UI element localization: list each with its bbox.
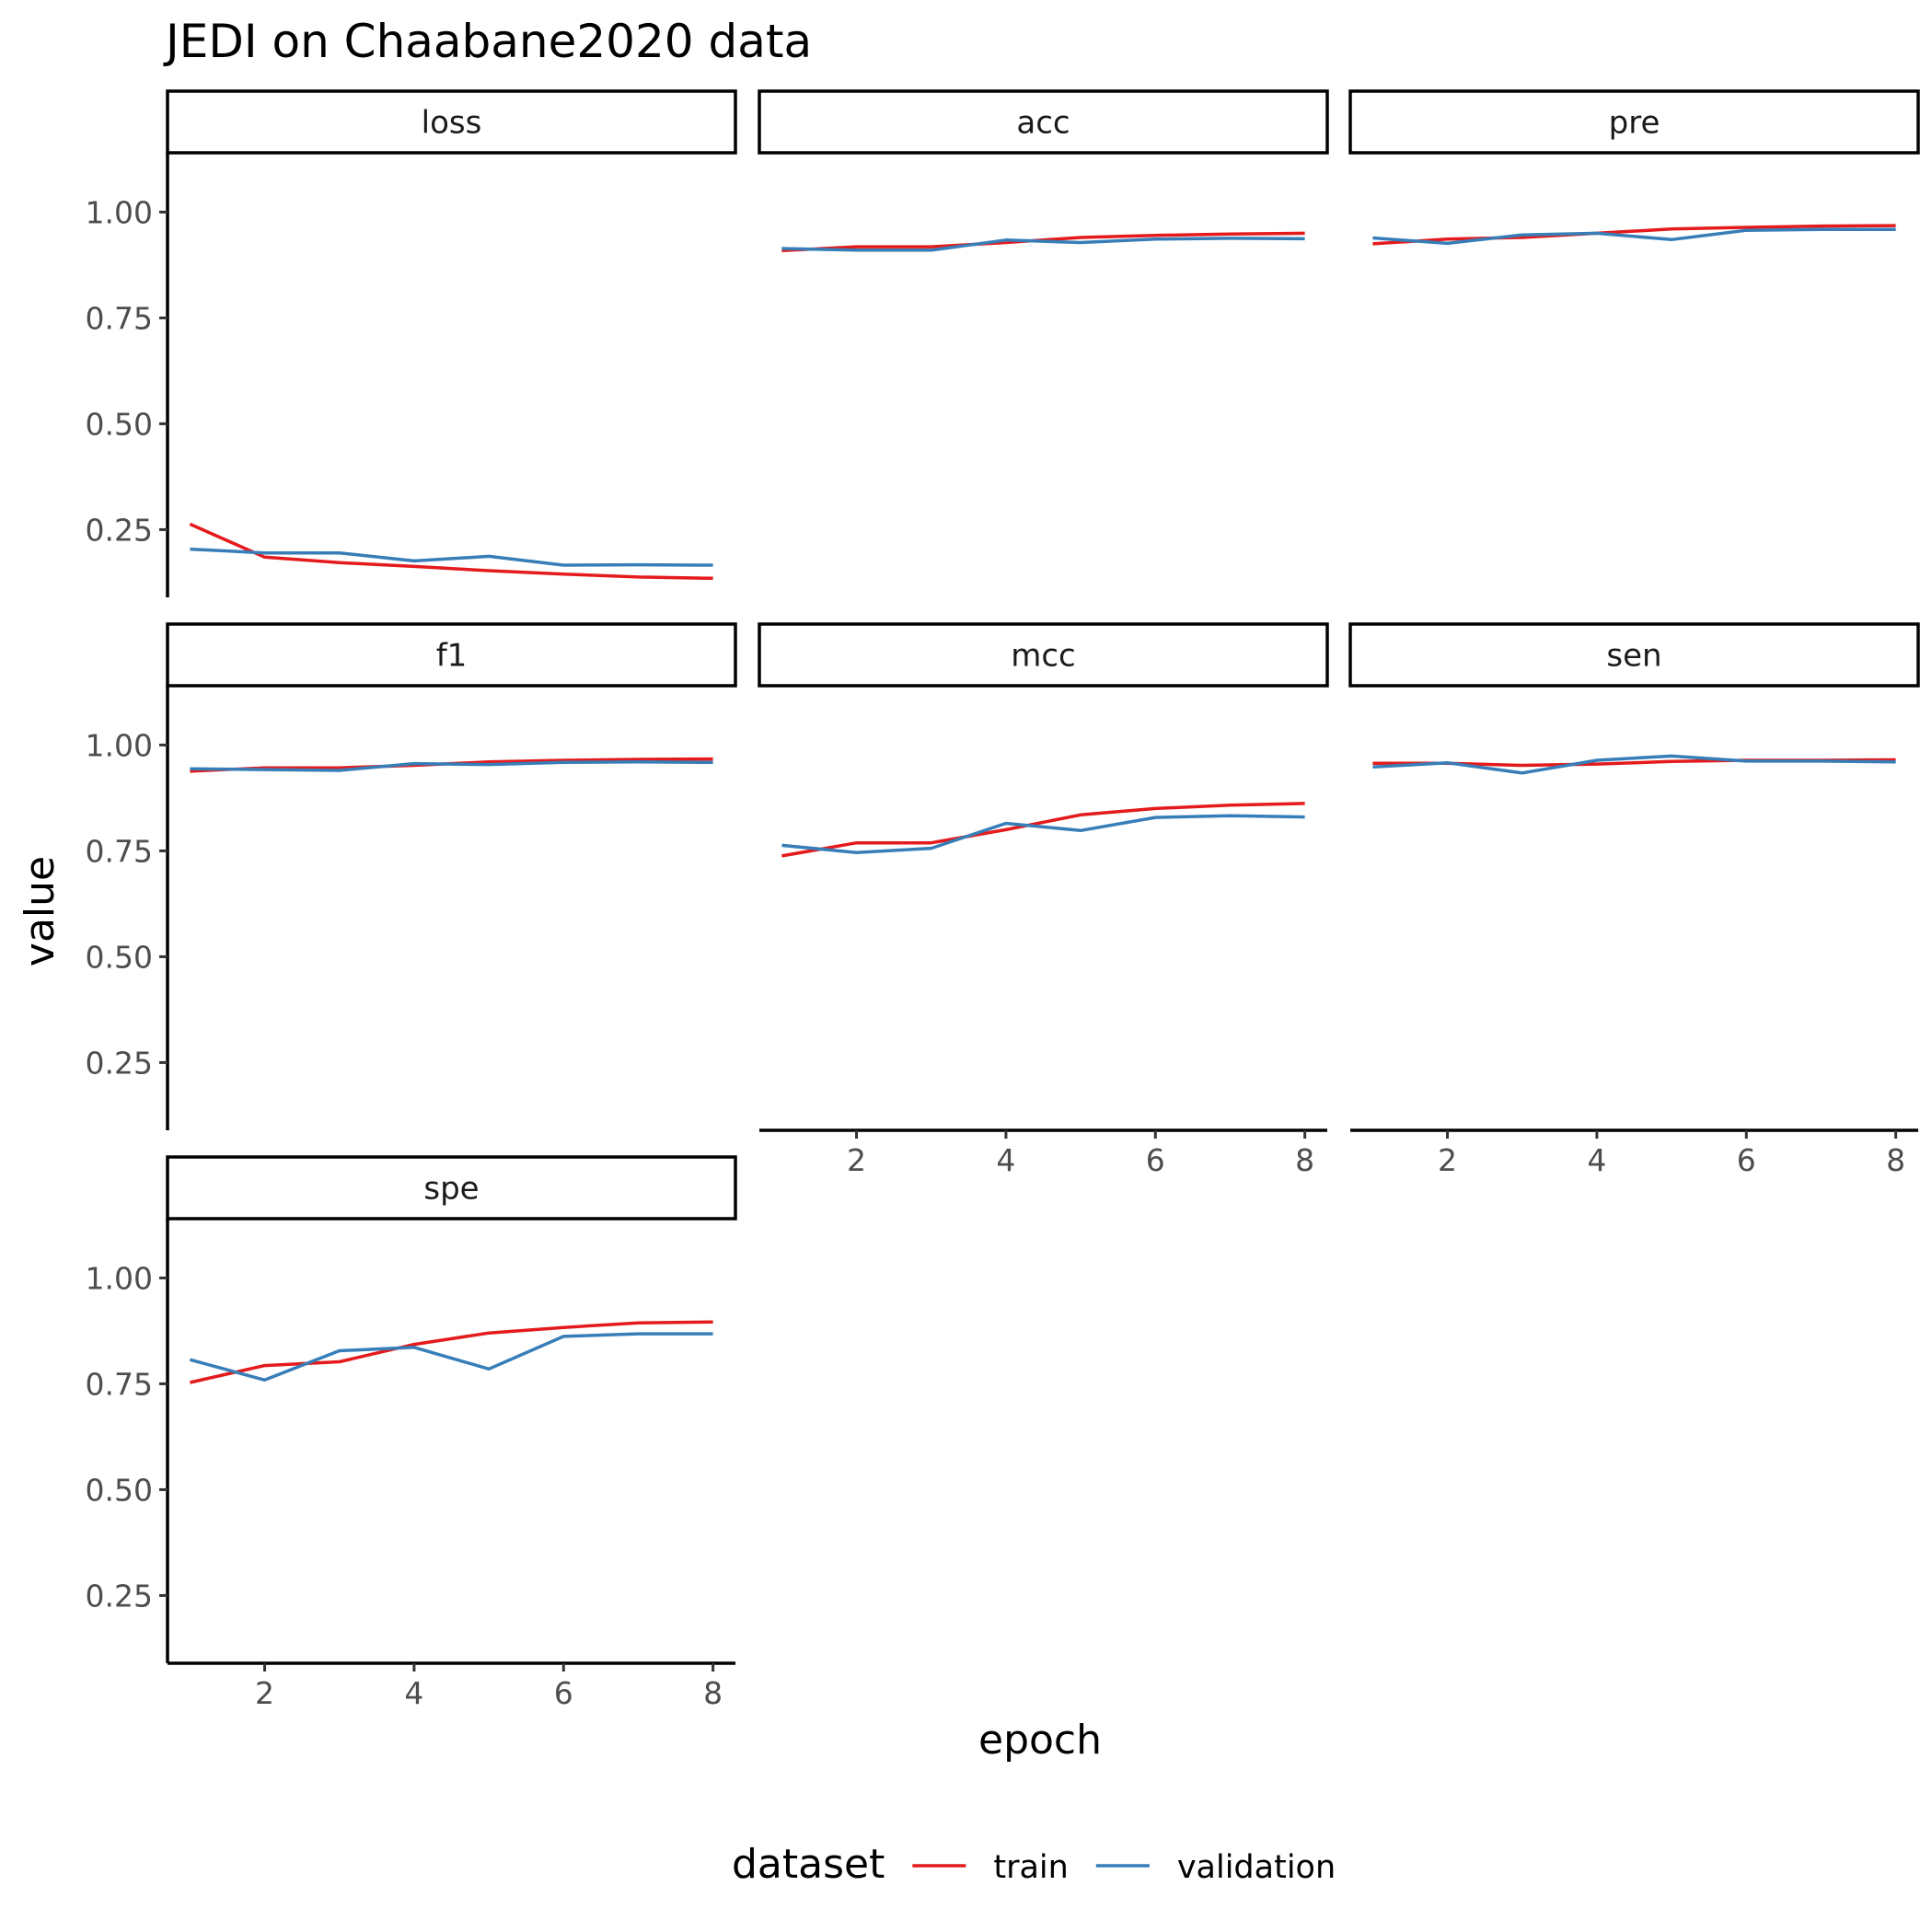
x-tick-label: 6: [554, 1675, 573, 1711]
x-tick-label: 8: [1295, 1142, 1314, 1178]
panel-f1: f1 0.25 0.50 0.75 1.00: [86, 622, 737, 1130]
y-tick-label: 1.00: [86, 1260, 153, 1296]
legend-title: dataset: [732, 1841, 885, 1888]
series-line-sen-validation: [1372, 754, 1896, 775]
series-line-loss-validation: [190, 547, 713, 567]
x-tick-label: 8: [1886, 1142, 1905, 1178]
strip-label-pre: pre: [1609, 105, 1660, 142]
y-tick-label: 0.25: [86, 1578, 153, 1614]
panel-loss: loss 0.25 0.50 0.75 1.00: [86, 89, 737, 597]
strip-label-loss: loss: [422, 105, 482, 142]
panel-mcc: mcc 2 4 6 8: [758, 622, 1329, 1178]
x-tick-label: 6: [1146, 1142, 1165, 1178]
x-axis-title: epoch: [978, 1717, 1102, 1764]
legend-label-validation: validation: [1177, 1849, 1336, 1886]
y-tick-label: 0.50: [86, 406, 153, 442]
x-tick-label: 6: [1737, 1142, 1756, 1178]
panel-pre: pre: [1348, 89, 1920, 246]
y-tick-label: 0.25: [86, 512, 153, 548]
x-tick-label: 4: [996, 1142, 1015, 1178]
strip-mcc: [758, 622, 1329, 688]
strip-label-f1: f1: [436, 638, 468, 675]
series-line-f1-validation: [190, 760, 713, 772]
series-line-spe-validation: [189, 1332, 713, 1382]
strip-label-acc: acc: [1016, 105, 1070, 142]
x-tick-label: 8: [703, 1675, 723, 1711]
series-line-spe-train: [190, 1320, 713, 1384]
legend: dataset train validation: [732, 1841, 1336, 1888]
series-line-mcc-train: [781, 802, 1305, 858]
strip-label-spe: spe: [423, 1171, 479, 1208]
x-tick-label: 4: [404, 1675, 423, 1711]
strip-pre: [1348, 89, 1920, 155]
strip-loss: [166, 89, 737, 155]
y-tick-label: 0.75: [86, 833, 153, 869]
facet-panels: loss 0.25 0.50 0.75 1.00 acc pre f1 0.25 0.50 0.75…: [86, 89, 1920, 1711]
y-tick-label: 0.50: [86, 1472, 153, 1508]
series-line-loss-train: [189, 522, 713, 581]
panel-acc: acc: [758, 89, 1329, 253]
series-line-mcc-validation: [781, 814, 1305, 854]
strip-sen: [1348, 622, 1920, 688]
series-line-acc-validation: [781, 237, 1305, 252]
strip-acc: [758, 89, 1329, 155]
panel-spe: spe 0.25 0.50 0.75 1.00 2 4 6 8: [86, 1155, 737, 1711]
x-tick-label: 4: [1587, 1142, 1606, 1178]
y-tick-label: 0.75: [86, 300, 153, 336]
y-tick-label: 0.75: [86, 1366, 153, 1402]
series-line-pre-validation: [1372, 227, 1896, 246]
panel-sen: sen 2 4 6 8: [1348, 622, 1920, 1178]
series-line-pre-train: [1372, 224, 1896, 246]
x-tick-label: 2: [847, 1142, 866, 1178]
y-tick-label: 1.00: [86, 194, 153, 230]
y-tick-label: 1.00: [86, 727, 153, 763]
y-axis-title: value: [17, 856, 64, 966]
strip-spe: [166, 1155, 737, 1221]
legend-label-train: train: [993, 1849, 1068, 1886]
strip-f1: [166, 622, 737, 688]
y-tick-label: 0.50: [86, 939, 153, 975]
x-tick-label: 2: [255, 1675, 274, 1711]
strip-label-sen: sen: [1606, 638, 1661, 675]
strip-label-mcc: mcc: [1011, 638, 1076, 675]
x-tick-label: 2: [1438, 1142, 1457, 1178]
chart-title: JEDI on Chaabane2020 data: [163, 15, 812, 68]
y-tick-label: 0.25: [86, 1045, 153, 1081]
